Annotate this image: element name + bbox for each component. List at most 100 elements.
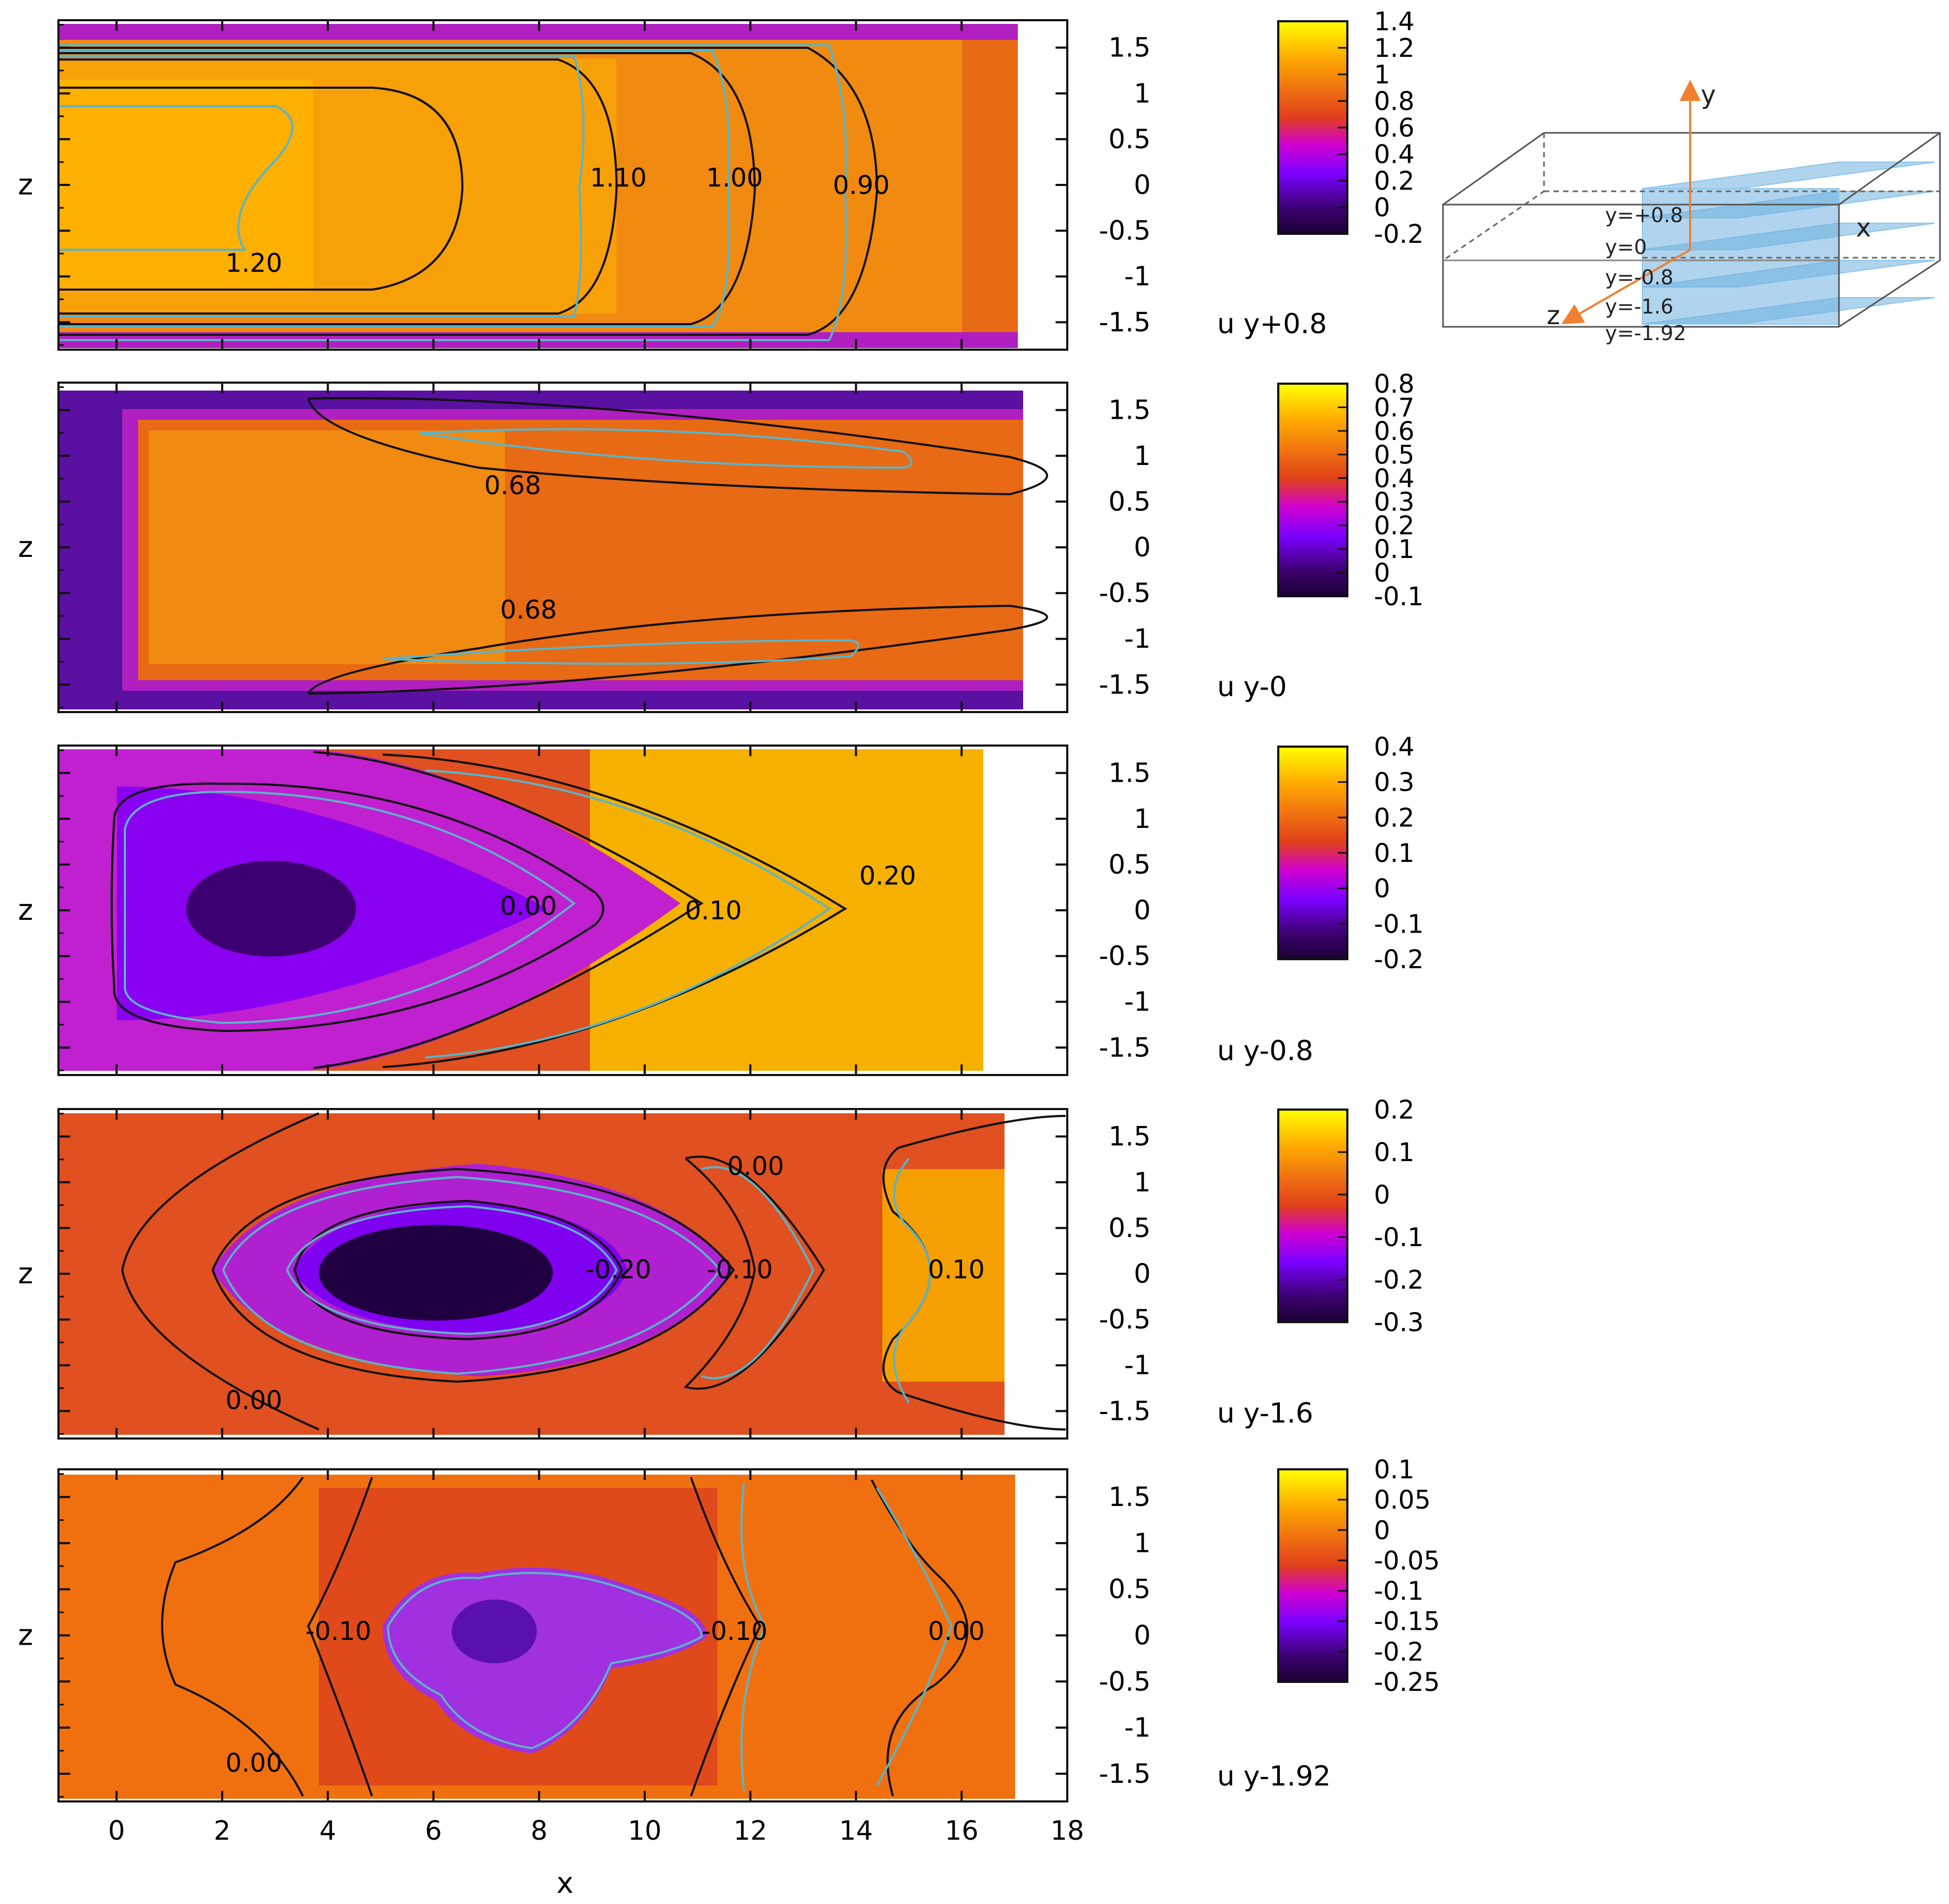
contour-line [313,751,704,1069]
z-axis-label: z [18,1619,33,1652]
colorbar-label: 0.1 [1374,535,1414,564]
z-tick-label: -0.5 [1099,215,1151,246]
colorbar-label: 0.4 [1374,732,1414,762]
colorbar-label: 0.1 [1374,1138,1414,1167]
contour-label: 0.00 [225,1748,282,1778]
axes-layer: 1.510.50-0.5-1-1.5z 1.10 1.00 0.901.201.41.… [18,7,1440,1846]
panel-y-1.92 [57,1468,1068,1803]
z-tick-label: 0.5 [1108,486,1151,517]
z-axis-label: z [18,168,33,201]
plane-label: y=+0.8 [1605,204,1683,227]
contour-line [161,1476,304,1797]
colorbar-label: 0 [1374,193,1390,223]
z-tick-label: 1.5 [1108,758,1151,789]
contour-line [60,55,585,317]
contour-label: 1.20 [225,248,282,278]
z-tick-label: 0.5 [1108,1574,1151,1605]
contour-line [124,790,576,1025]
z-tick-label: 1 [1134,803,1151,834]
colorbar [1277,1468,1348,1683]
z-tick-label: 1 [1134,1528,1151,1559]
z-tick-label: -1.5 [1099,1395,1151,1426]
box-hidden-edge [1442,133,1545,261]
z-axis-label: z [18,1257,33,1290]
contour-line [701,1166,815,1380]
domain-diagram: y x z y=+0.8 y=0 y=-0.8 y=-1.6 y=-1.92 [1442,80,1941,345]
x-tick-label: 2 [214,1815,231,1846]
colorbar-label: 0.3 [1374,487,1414,517]
colorbar-label: 0.2 [1374,1095,1414,1125]
contour-line [307,397,1048,496]
z-tick-label: -1.5 [1099,669,1151,700]
z-tick-label: 0 [1134,532,1151,563]
y-axis-diagram-label: y [1701,80,1716,110]
z-tick-label: 0 [1134,1620,1151,1651]
z-tick-label: -1.5 [1099,1032,1151,1063]
contour-label: 0.20 [859,861,916,891]
z-tick-label: 1.5 [1108,32,1151,63]
contour-line [111,782,604,1033]
contour-line [307,1477,373,1797]
z-tick-label: -1 [1124,986,1151,1017]
plane-slab-front [1642,188,1840,325]
colorbar-label: -0.2 [1374,1265,1424,1295]
plane-label: y=-0.8 [1605,266,1673,289]
x-axis-label: x [556,1866,573,1900]
colorbar-label: -0.1 [1374,582,1424,612]
panel-title: u y+0.8 [1217,308,1327,340]
heatmap-region [58,80,314,292]
contour-line [286,1205,618,1335]
colorbar-label: -0.25 [1374,1668,1440,1697]
heatmap-region [882,1169,1005,1382]
z-tick-label: -0.5 [1099,1666,1151,1697]
contour-line [60,105,293,251]
contour-label: 1.00 [706,163,763,193]
colorbar-label: 0.05 [1374,1485,1431,1515]
colorbar-label: -0.1 [1374,1577,1424,1606]
z-axis-label: z [18,893,33,927]
colorbar-label: 0 [1374,874,1390,904]
contour-line [882,1115,1066,1431]
z-tick-label: -1 [1124,1350,1151,1381]
panel-y-1.6 [57,1108,1068,1440]
z-tick-label: -0.5 [1099,1304,1151,1335]
heatmap-core [319,1225,553,1321]
colorbar-label: 0.2 [1374,166,1414,196]
colorbar-label: -0.2 [1374,1637,1424,1667]
panel-title: u y-0.8 [1217,1035,1313,1067]
z-tick-label: 0.5 [1108,1213,1151,1243]
x-tick-label: 0 [108,1815,125,1846]
z-axis-diagram-label: z [1547,301,1560,331]
plane-slab [1642,162,1935,325]
x-tick-label: 8 [530,1815,547,1846]
colorbar-label: 1 [1374,60,1390,90]
z-tick-label: -0.5 [1099,941,1151,971]
x-axis-diagram-label: x [1856,213,1871,243]
contour-label: -0.10 [702,1617,767,1646]
contour-line [876,1487,953,1786]
colorbar-label: 0.2 [1374,803,1414,833]
panel-title: u y-0 [1217,671,1287,703]
z-tick-label: -1.5 [1099,1758,1151,1789]
contour-label: 0.00 [500,891,557,921]
z-tick-label: -1.5 [1099,307,1151,337]
contour-line [690,1477,762,1797]
contour-line [382,754,847,1068]
contour-line [60,58,618,315]
x-tick-label: 16 [944,1815,978,1846]
colorbar-label: -0.05 [1374,1546,1440,1576]
colorbar-label: 0.1 [1374,839,1414,868]
contour-line [60,87,464,291]
contour-line [382,639,859,665]
panel-title: u y-1.92 [1217,1761,1331,1792]
colorbar-label: 0.5 [1374,440,1414,470]
colorbar-label: 1.4 [1374,7,1414,37]
z-axis-label: z [18,530,33,564]
z-tick-label: 1 [1134,1167,1151,1198]
contour-label: 0.00 [727,1152,784,1181]
colorbar-label: -0.1 [1374,909,1424,939]
contour-line [307,604,1048,695]
contour-label: 0.00 [225,1386,282,1416]
colorbar-label: -0.3 [1374,1308,1424,1338]
